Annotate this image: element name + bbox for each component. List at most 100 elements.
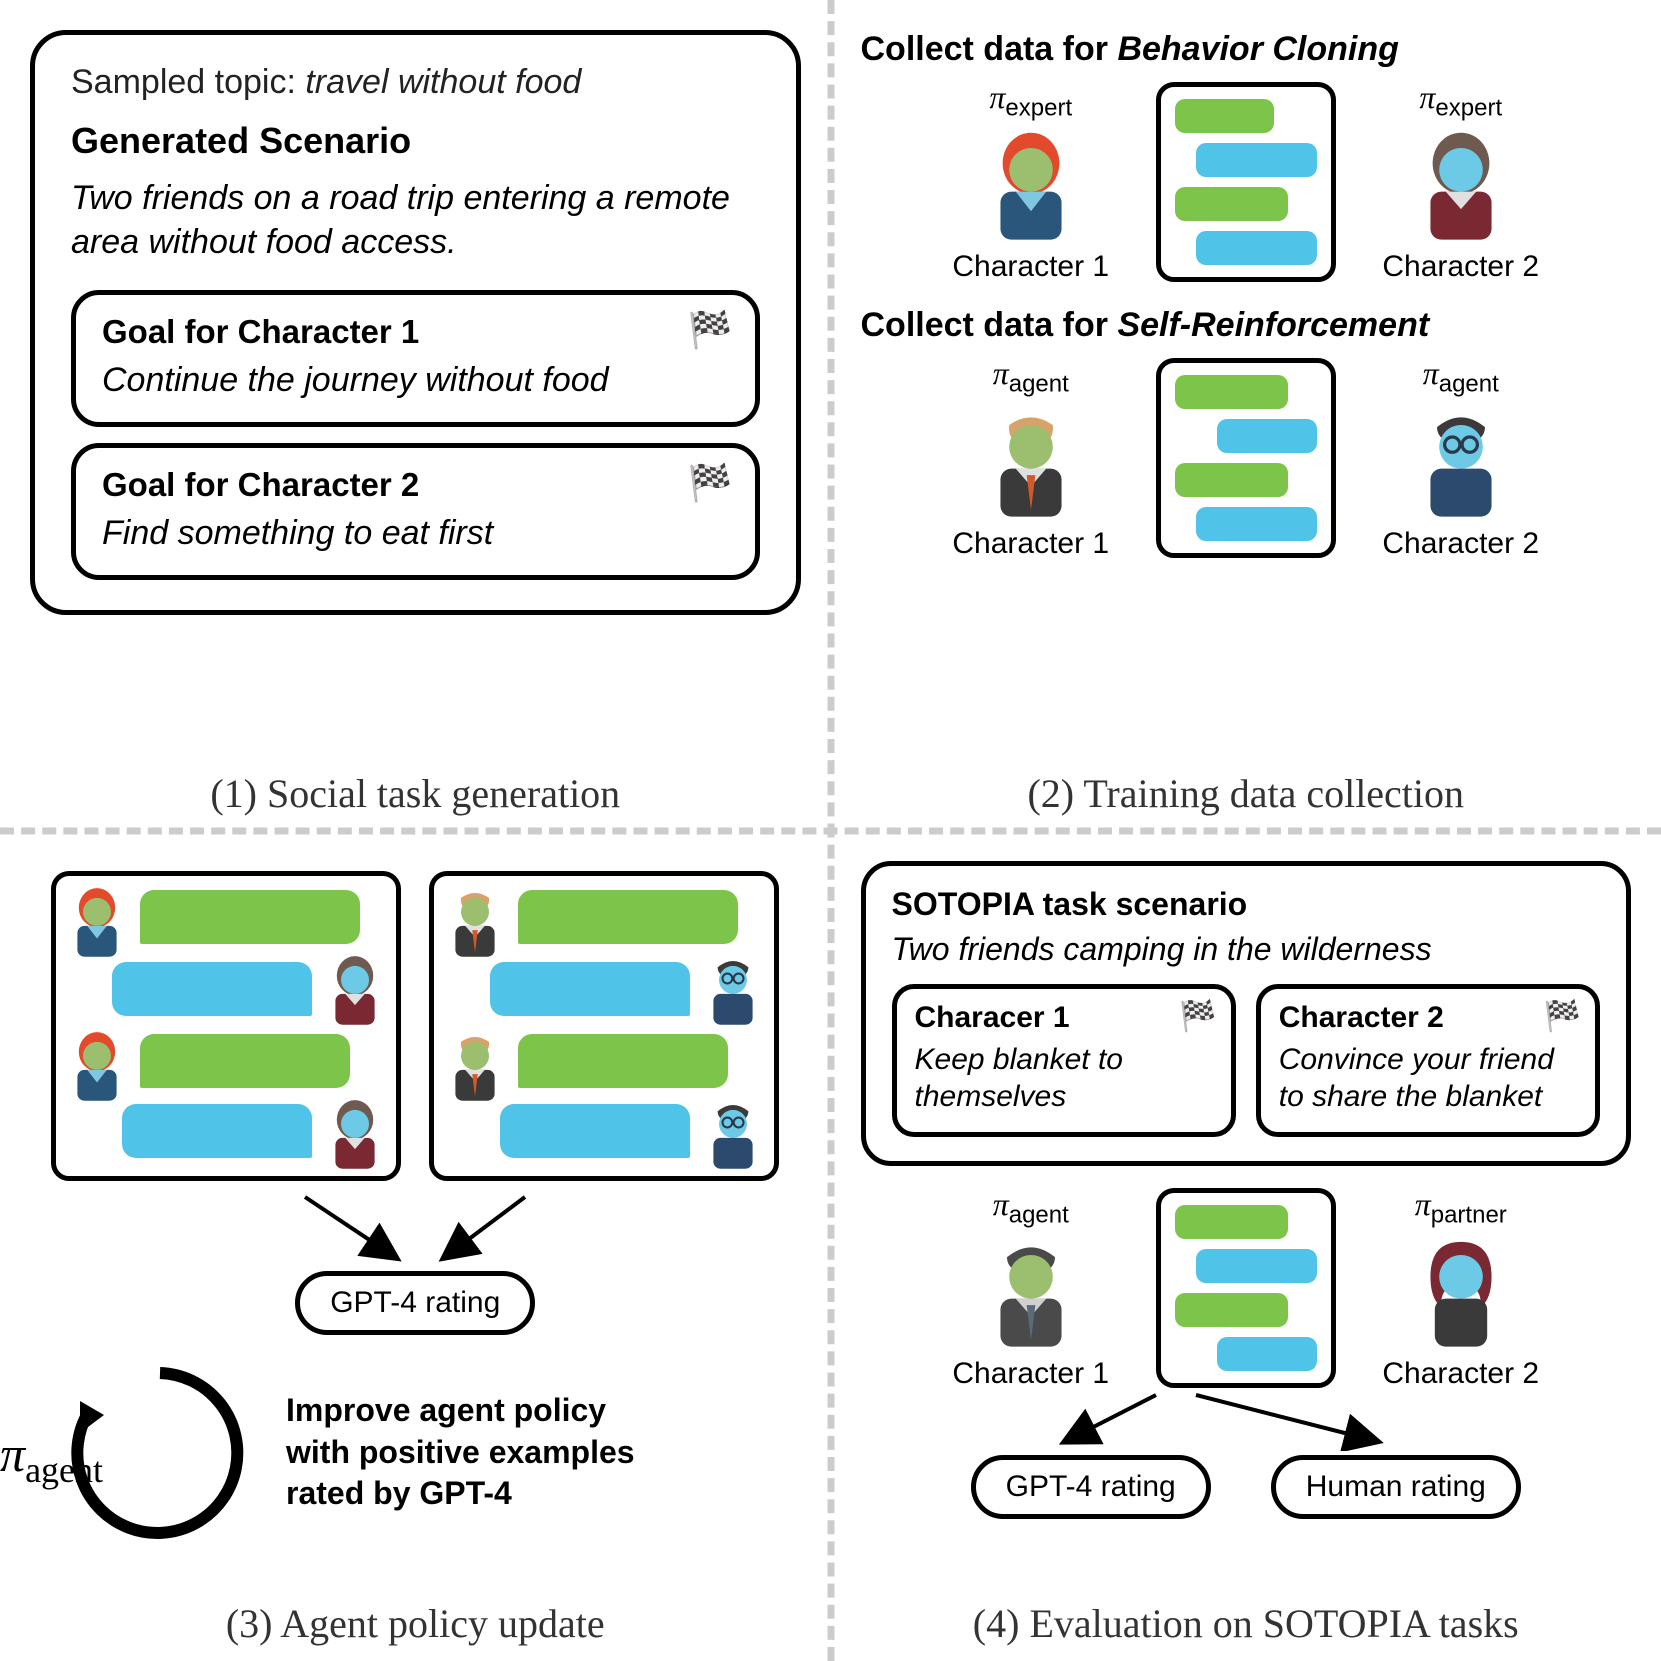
avatar-char1-agent (976, 401, 1086, 521)
conversation-card-right (429, 871, 779, 1181)
eval-char2: πpartner Character 2 (1356, 1186, 1566, 1391)
bc-title: Collect data for Behavior Cloning (861, 30, 1632, 69)
policy-label-expert: πexpert (1419, 79, 1502, 122)
chat-bubble (1175, 375, 1289, 409)
gpt4-rating-pill: GPT-4 rating (295, 1271, 535, 1335)
chat-bubble (1196, 1249, 1317, 1283)
chat-bubble (518, 890, 738, 944)
sampled-topic-line: Sampled topic: travel without food (71, 63, 760, 102)
human-rating-pill: Human rating (1271, 1455, 1521, 1519)
chat-bubble (518, 1034, 728, 1088)
avatar-p4-agent (976, 1231, 1086, 1351)
gpt4-rating-pill: GPT-4 rating (971, 1455, 1211, 1519)
avatar-icon (62, 1026, 132, 1104)
chat-bubble (500, 1104, 690, 1158)
chat-bubble (1175, 1293, 1289, 1327)
sotopia-g2-text: Convince your friend to share the blanke… (1279, 1041, 1577, 1116)
chat-bubble (122, 1104, 312, 1158)
goal2-text: Find something to eat first (102, 514, 729, 553)
chat-bubble (1217, 419, 1316, 453)
policy-update-row: πagent Improve agent policy with positiv… (30, 1353, 801, 1553)
panel-2: Collect data for Behavior Cloning πexper… (831, 0, 1661, 831)
chat-box (1156, 82, 1336, 282)
goal-card-1: 🏁 Goal for Character 1 Continue the jour… (71, 290, 760, 427)
goal1-title: Goal for Character 1 (102, 313, 729, 351)
panel3-caption: (3) Agent policy update (0, 1600, 831, 1647)
bc-title-a: Collect data for (861, 30, 1108, 68)
flag-icon: 🏁 (1179, 999, 1216, 1034)
rating-area: GPT-4 rating (30, 1191, 801, 1335)
sotopia-goals: 🏁 Characer 1 Keep blanket to themselves … (892, 984, 1601, 1137)
eval-row: πagent Character 1 πpartner (861, 1186, 1632, 1391)
avatar-icon (320, 950, 390, 1028)
goal2-title: Goal for Character 2 (102, 466, 729, 504)
sr-char2: πagent Character 2 (1356, 355, 1566, 560)
avatar-p4-partner (1406, 1231, 1516, 1351)
avatar-icon (440, 882, 510, 960)
conversations-row (30, 871, 801, 1181)
char1-label: Character 1 (952, 1357, 1109, 1391)
generated-scenario-title: Generated Scenario (71, 120, 760, 162)
goal1-text: Continue the journey without food (102, 361, 729, 400)
chat-box (1156, 1188, 1336, 1388)
policy-label-agent: πagent (1423, 355, 1499, 398)
sotopia-card: SOTOPIA task scenario Two friends campin… (861, 861, 1632, 1166)
diagram-grid: Sampled topic: travel without food Gener… (0, 0, 1661, 1661)
sotopia-g2-title: Character 2 (1279, 1001, 1577, 1035)
panel4-caption: (4) Evaluation on SOTOPIA tasks (831, 1600, 1661, 1647)
bc-char1: πexpert Character 1 (926, 79, 1136, 284)
flag-icon: 🏁 (688, 462, 733, 504)
chat-bubble (1196, 231, 1317, 265)
generated-scenario-desc: Two friends on a road trip entering a re… (71, 176, 760, 264)
chat-bubble (140, 890, 360, 944)
bc-title-b: Behavior Cloning (1117, 30, 1398, 68)
panel2-caption: (2) Training data collection (831, 770, 1661, 817)
avatar-icon (440, 1026, 510, 1104)
improve-text: Improve agent policy with positive examp… (286, 1390, 646, 1515)
chat-bubble (112, 962, 312, 1016)
scenario-card: Sampled topic: travel without food Gener… (30, 30, 801, 615)
chat-bubble (1175, 463, 1289, 497)
chat-bubble (140, 1034, 350, 1088)
avatar-char2-expert (1406, 124, 1516, 244)
flag-icon: 🏁 (1544, 999, 1581, 1034)
chat-bubble (1217, 1337, 1316, 1371)
sotopia-g1-text: Keep blanket to themselves (915, 1041, 1213, 1116)
chat-bubble (1175, 1205, 1289, 1239)
avatar-char2-agent (1406, 401, 1516, 521)
conversation-card-left (51, 871, 401, 1181)
arrows-to-ratings-icon (896, 1391, 1596, 1451)
bc-char2: πexpert Character 2 (1356, 79, 1566, 284)
policy-label-agent: πagent (993, 1186, 1069, 1229)
chat-bubble (490, 962, 690, 1016)
chat-bubble (1196, 507, 1317, 541)
sr-char1: πagent Character 1 (926, 355, 1136, 560)
sr-title: Collect data for Self-Reinforcement (861, 306, 1632, 345)
chat-bubble (1175, 187, 1289, 221)
char1-label: Character 1 (952, 250, 1109, 284)
goal-card-2: 🏁 Goal for Character 2 Find something to… (71, 443, 760, 580)
chat-bubble (1175, 99, 1274, 133)
sotopia-goal-2: 🏁 Character 2 Convince your friend to sh… (1256, 984, 1600, 1137)
chat-bubble (1196, 143, 1317, 177)
sotopia-goal-1: 🏁 Characer 1 Keep blanket to themselves (892, 984, 1236, 1137)
char2-label: Character 2 (1382, 1357, 1539, 1391)
sampled-label: Sampled topic: (71, 63, 296, 101)
panel-4: SOTOPIA task scenario Two friends campin… (831, 831, 1661, 1661)
sotopia-title: SOTOPIA task scenario (892, 886, 1601, 923)
ratings-row: GPT-4 rating Human rating (861, 1455, 1632, 1519)
avatar-icon (320, 1094, 390, 1172)
sr-title-b: Self-Reinforcement (1117, 306, 1429, 344)
char2-label: Character 2 (1382, 527, 1539, 561)
panel-3: GPT-4 rating πagent Improve agent policy… (0, 831, 831, 1661)
avatar-icon (62, 882, 132, 960)
policy-label-agent: πagent (993, 355, 1069, 398)
avatar-icon (698, 1094, 768, 1172)
cycle-icon: πagent (60, 1353, 260, 1553)
policy-label-expert: πexpert (989, 79, 1072, 122)
avatar-icon (698, 950, 768, 1028)
eval-char1: πagent Character 1 (926, 1186, 1136, 1391)
sotopia-subtitle: Two friends camping in the wilderness (892, 931, 1601, 968)
bc-row: πexpert Character 1 πexpert (861, 79, 1632, 284)
flag-icon: 🏁 (688, 309, 733, 351)
